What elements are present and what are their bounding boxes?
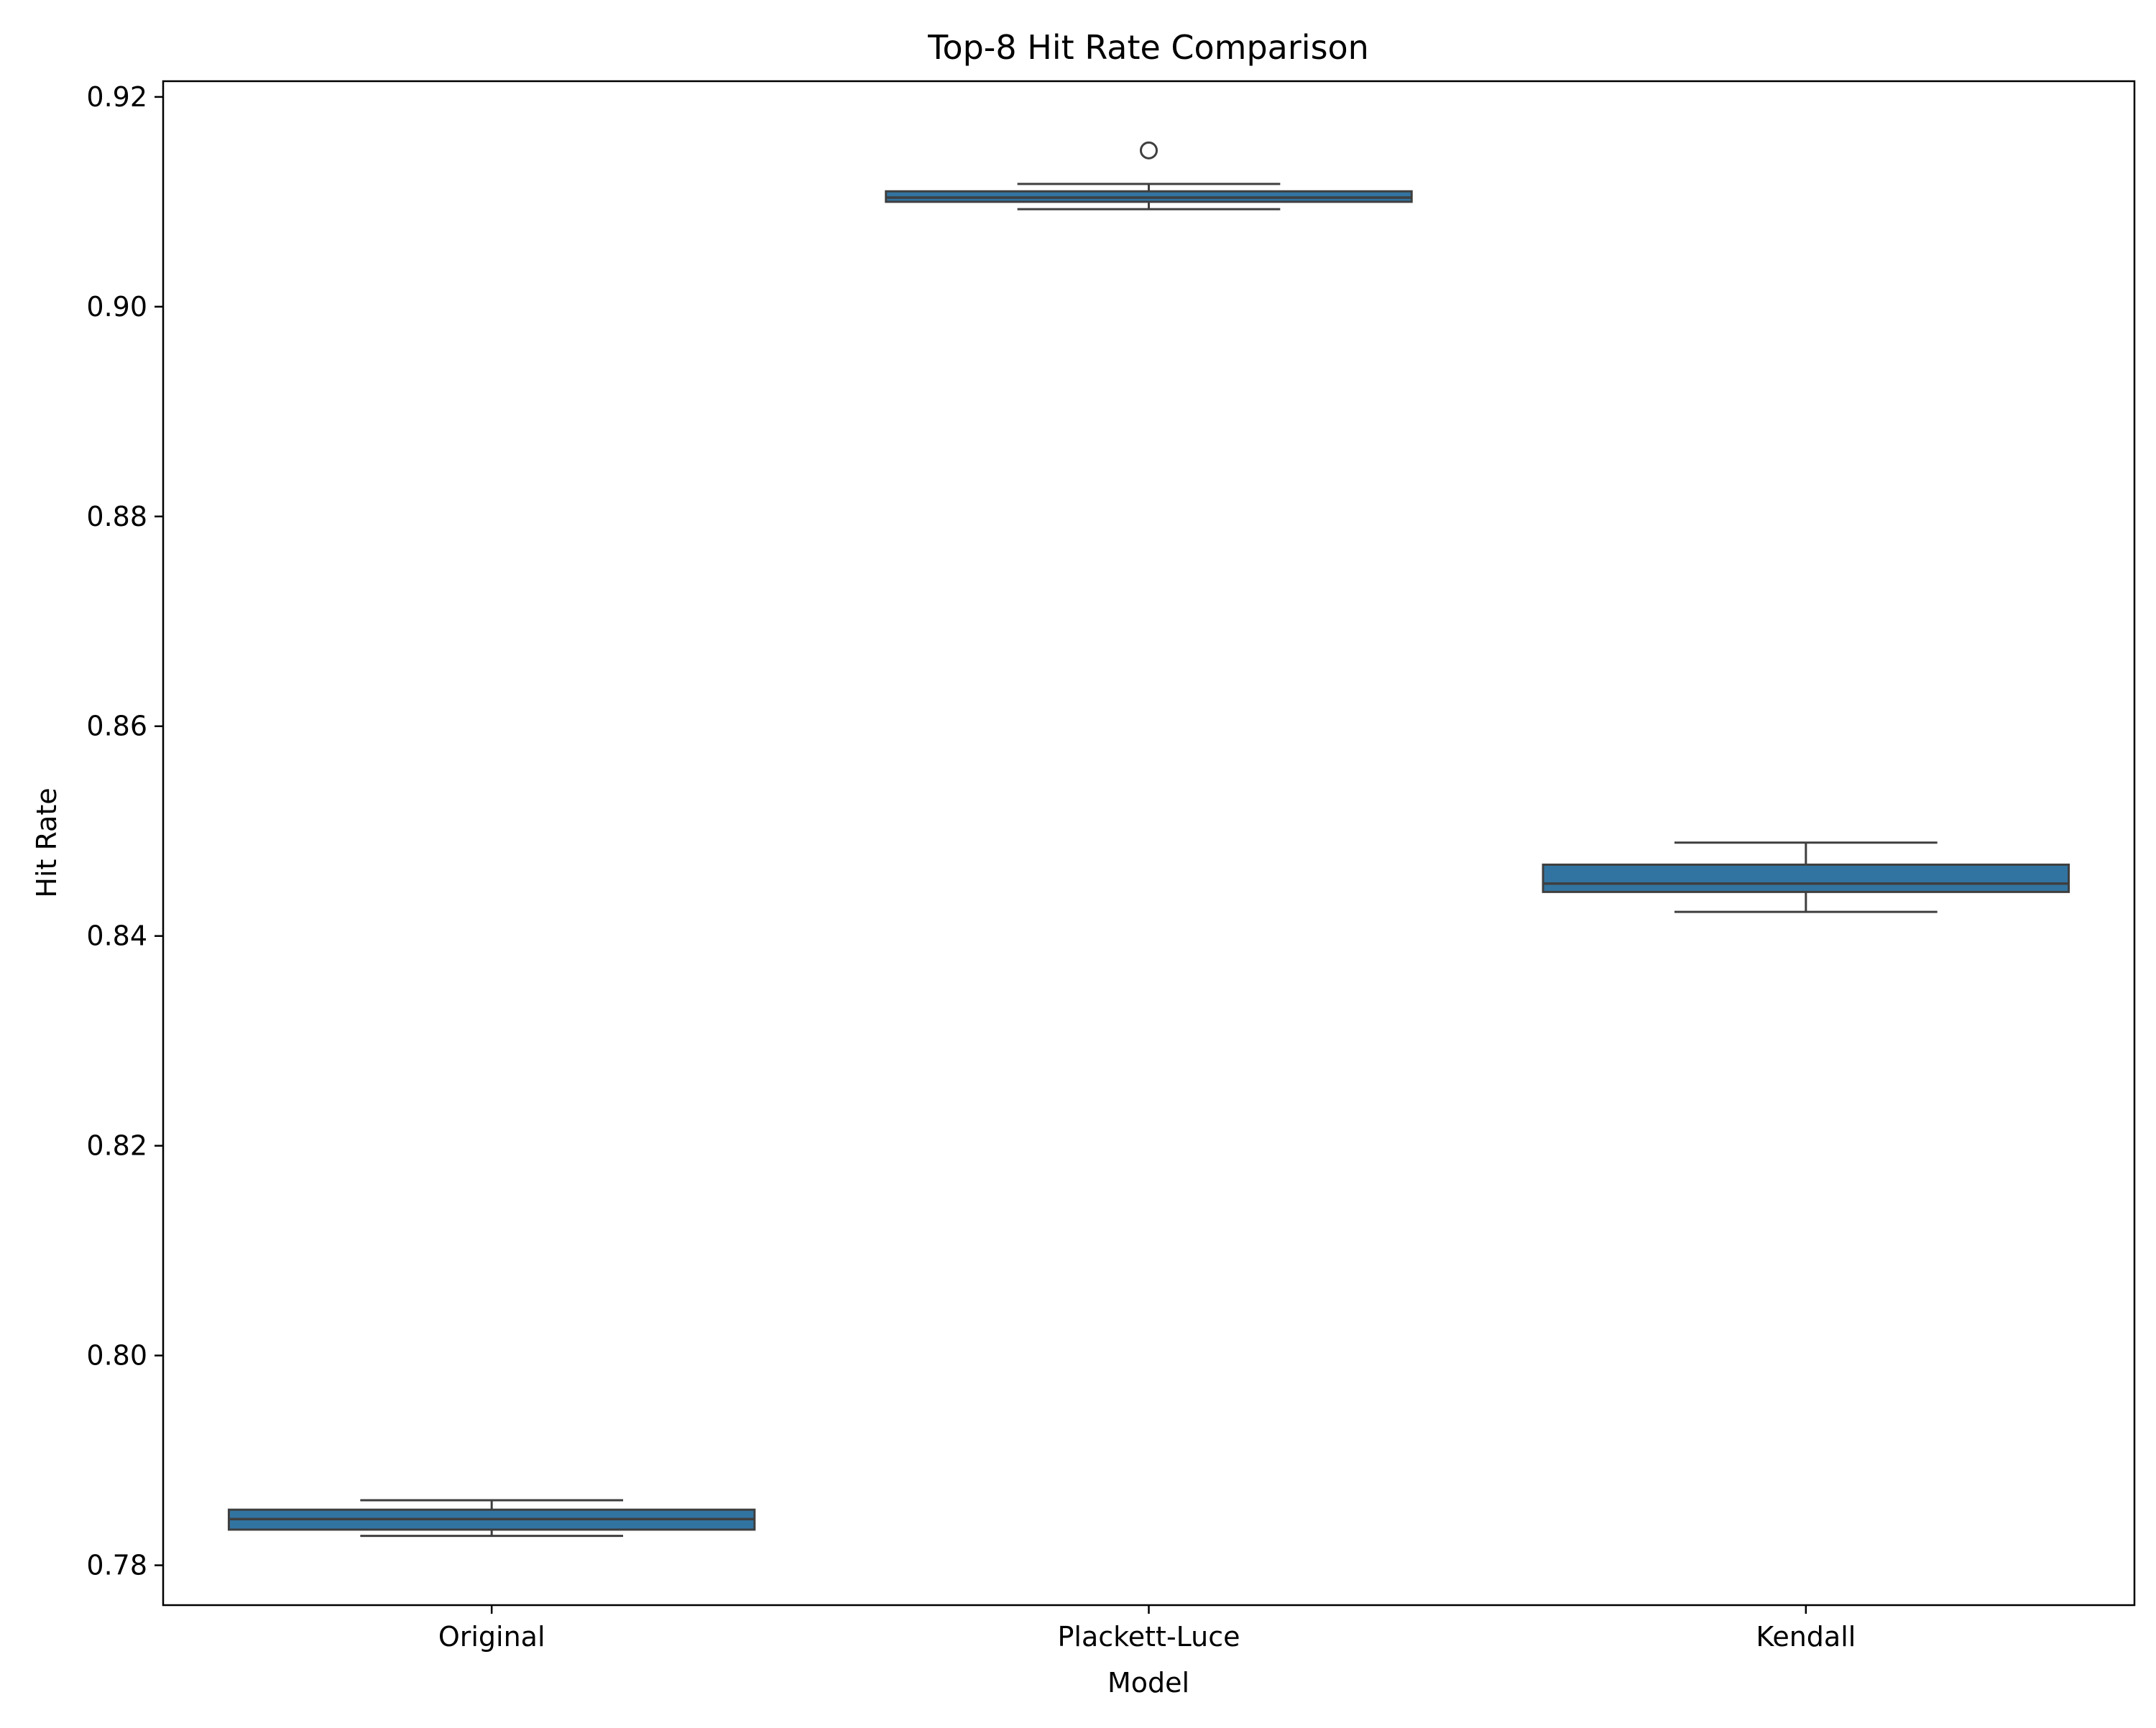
box-group-plackett-luce [885, 141, 1413, 211]
y-tick-label: 0.86 [86, 711, 147, 742]
box-group-original [227, 1499, 756, 1538]
outlier-point [1140, 141, 1158, 160]
axes: 0.78 0.80 0.82 0.84 0.86 0.88 0.90 0.92 Original… [86, 81, 1856, 1653]
chart-title: Top-8 Hit Rate Comparison [927, 28, 1369, 67]
y-tick-label: 0.88 [86, 501, 147, 532]
x-axis-label: Model [1107, 1667, 1189, 1699]
y-tick-label: 0.92 [86, 81, 147, 113]
x-tick-label: Plackett-Luce [1057, 1621, 1240, 1653]
x-tick-label: Original [438, 1621, 545, 1653]
plot-marks [227, 141, 2070, 1538]
y-tick-label: 0.80 [86, 1340, 147, 1372]
y-tick-label: 0.82 [86, 1130, 147, 1162]
x-tick-label: Kendall [1756, 1621, 1856, 1653]
y-tick-label: 0.78 [86, 1550, 147, 1581]
y-tick-label: 0.84 [86, 920, 147, 952]
y-tick-label: 0.90 [86, 291, 147, 323]
box-group-kendall [1542, 841, 2070, 913]
iqr-box [1542, 863, 2070, 893]
y-axis-label: Hit Rate [31, 787, 63, 897]
